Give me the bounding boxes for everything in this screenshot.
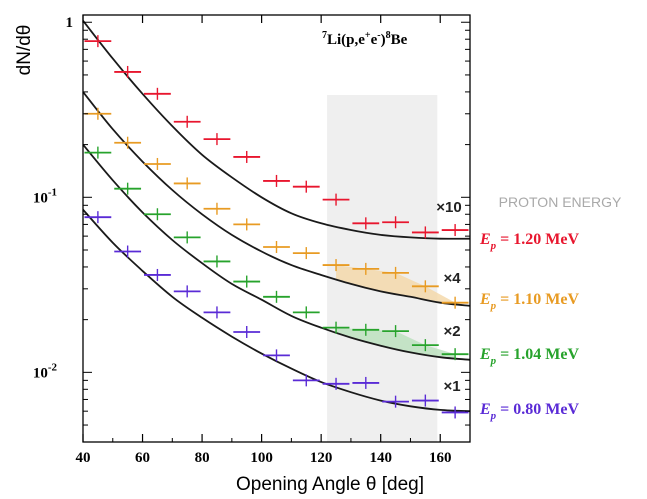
scale-factor-label: ×10 [436,199,461,216]
data-point [203,306,231,319]
data-point [292,247,320,260]
data-point [382,325,409,338]
data-point [173,285,201,298]
scale-factor-label: ×2 [443,323,460,340]
x-tick-label: 100 [250,450,273,466]
data-point [173,177,201,190]
reaction-plus: + [365,30,371,41]
reaction-mass-8: 8 [386,30,391,41]
legend-entry: Ep = 1.20 MeV [479,231,579,252]
data-point [233,150,261,163]
data-point [352,376,380,389]
plot-frame [82,14,471,443]
data-point [263,349,290,362]
data-point [441,224,469,237]
data-point [352,217,380,230]
data-point-layer [84,35,469,419]
data-point [233,218,261,231]
data-point [144,208,171,221]
data-point [411,226,439,239]
data-point [233,275,261,288]
data-point [263,290,290,303]
data-point [203,133,231,146]
data-point [322,377,350,390]
data-point [203,202,231,215]
data-point [411,339,439,352]
data-point [203,255,231,268]
axis-layer: 40 60 80 100 120 140 160 1 10-1 10-2 [33,15,471,466]
data-point [233,326,261,339]
data-point [441,296,469,309]
data-point [441,406,469,419]
data-point [322,193,350,206]
data-point [84,35,112,48]
scale-factor-label: ×1 [443,378,460,395]
data-point [411,280,439,293]
x-tick-label: 140 [369,450,392,466]
data-point [144,268,171,281]
legend-entry: Ep = 1.04 MeV [479,346,579,367]
reaction-be: Be [391,32,408,48]
data-point [84,211,112,224]
reaction-mass-7: 7 [322,30,327,41]
x-tick-label: 160 [429,450,452,466]
reaction-main: Li(p,e [327,32,365,48]
x-axis-label: Opening Angle θ [deg] [236,474,424,495]
data-point [411,394,439,407]
x-tick-label: 40 [76,450,91,466]
data-point [173,115,201,128]
data-point [382,266,409,279]
legend-title: PROTON ENERGY [499,194,622,210]
data-point [441,348,469,361]
data-point [114,182,142,195]
data-point [84,107,112,120]
reaction-minus: - [377,30,380,41]
data-point [84,146,112,159]
data-point [263,174,290,187]
data-point [322,321,350,334]
data-point [173,231,201,244]
y-tick-label: 10-1 [33,186,57,206]
x-tick-label: 80 [195,450,210,466]
x-tick-label: 120 [310,450,333,466]
y-axis-label: dN/dθ [14,25,35,76]
data-point [382,395,409,408]
data-point [114,136,142,149]
y-tick-label: 10-2 [33,361,58,381]
x-tick-label: 60 [135,450,150,466]
data-point [144,157,171,170]
reaction-mid: e [371,32,378,48]
legend: Ep = 1.20 MeV Ep = 1.10 MeV Ep = 1.04 MeV E… [479,231,579,422]
reaction-label: 7Li(p,e+e-)8Be [322,30,408,48]
scale-factor-label: ×4 [443,270,461,287]
data-point [322,259,350,272]
data-point [352,323,380,336]
reaction-close: ) [381,32,386,48]
y-tick-label: 1 [66,15,74,31]
data-point [382,216,409,229]
legend-entry: Ep = 1.10 MeV [479,291,579,312]
fit-curve-0 [82,20,471,240]
scale-factor-labels: ×10 ×4 ×2 ×1 [436,199,461,395]
data-point [114,65,142,78]
data-point [114,245,142,258]
data-point [292,306,320,319]
legend-entry: Ep = 0.80 MeV [479,401,579,422]
data-point [352,262,380,275]
data-point [292,374,320,387]
data-point [144,87,171,100]
data-point [292,180,320,193]
data-point [263,241,290,254]
